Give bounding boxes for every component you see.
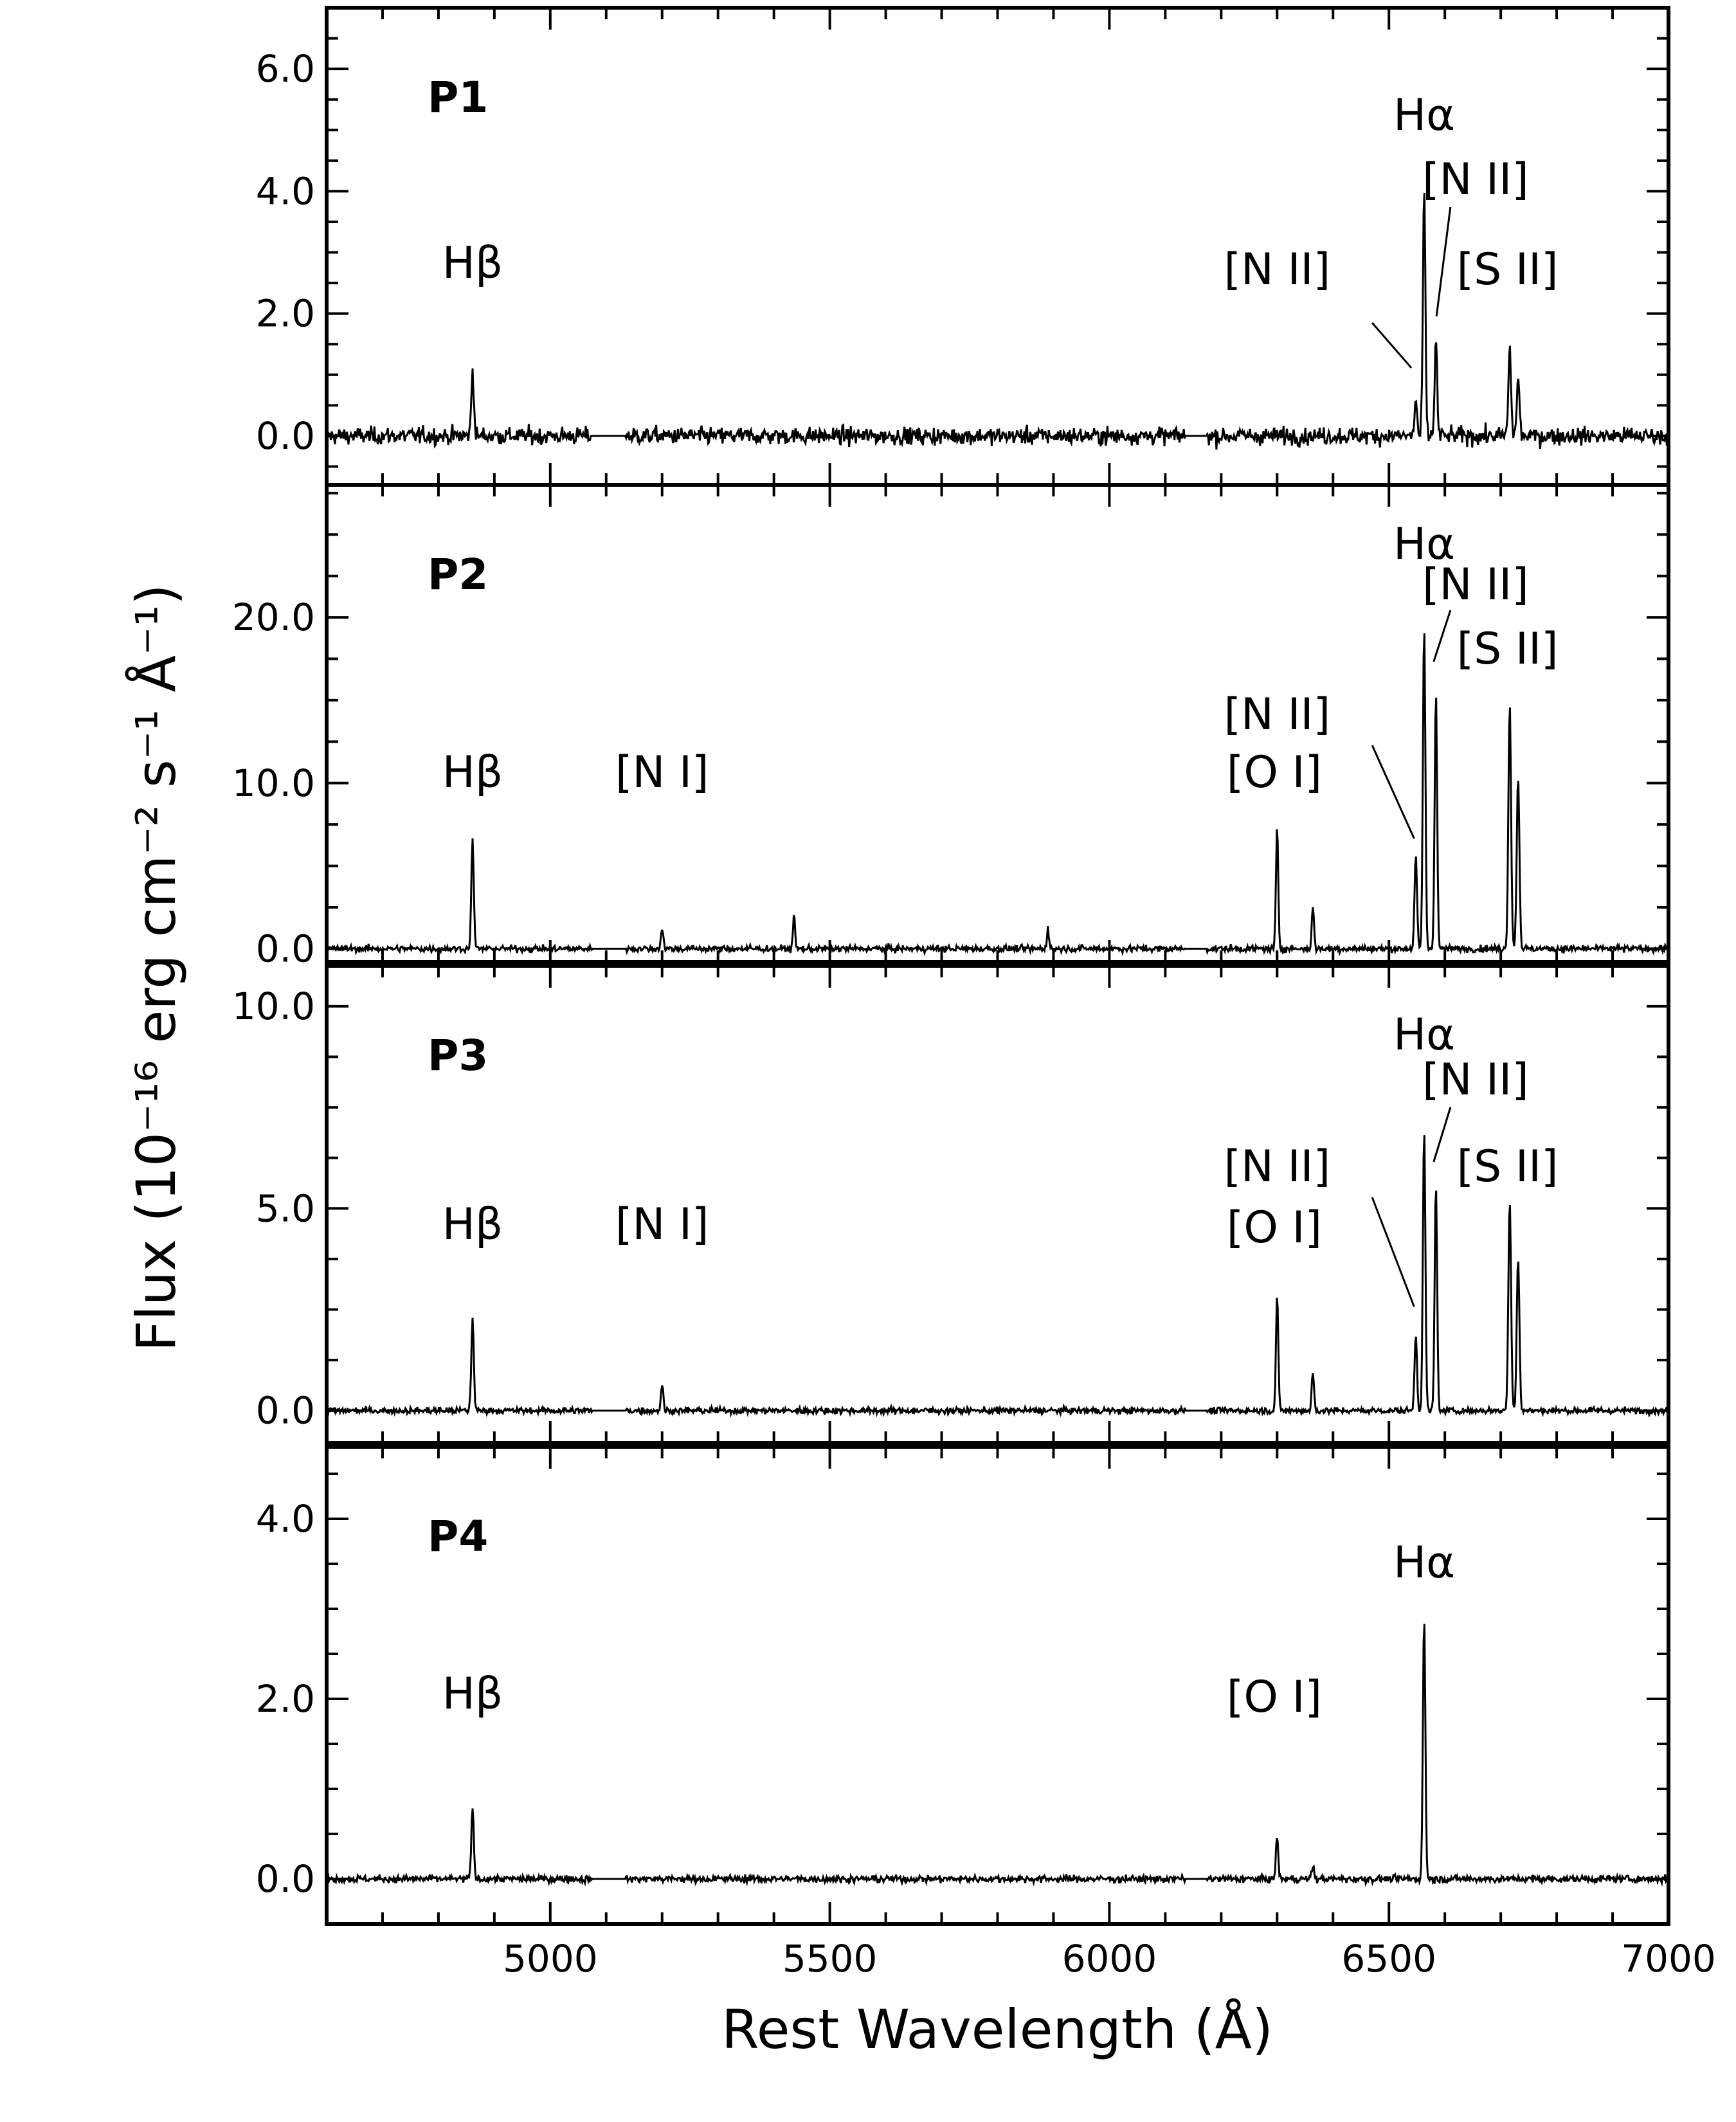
x-tick-label: 5000 xyxy=(503,1937,598,1981)
annotation-leader xyxy=(1371,1197,1415,1307)
spectrum-line-p1 xyxy=(325,192,1670,450)
panel-label: P2 xyxy=(428,550,488,599)
line-label: [N II] xyxy=(1422,1055,1529,1105)
panel-label: P4 xyxy=(428,1512,488,1561)
panel-frame xyxy=(325,1445,1670,1926)
line-label: Hβ xyxy=(442,1199,503,1250)
line-label: Hα xyxy=(1393,1010,1455,1060)
line-label: [N I] xyxy=(615,747,709,798)
y-tick-label: 6.0 xyxy=(256,47,315,91)
line-label: [N II] xyxy=(1224,244,1330,295)
line-label: Hβ xyxy=(442,1669,503,1719)
line-label: [S II] xyxy=(1457,244,1559,295)
x-tick-label: 5500 xyxy=(782,1937,878,1981)
x-tick-label: 6500 xyxy=(1341,1937,1436,1981)
line-label: [S II] xyxy=(1457,1141,1559,1192)
line-label: [N II] xyxy=(1224,689,1330,740)
y-tick-label: 0.0 xyxy=(256,1857,315,1901)
y-tick-label: 2.0 xyxy=(256,292,315,336)
y-tick-label: 10.0 xyxy=(232,761,315,805)
line-label: Hα xyxy=(1393,1537,1455,1588)
y-tick-label: 0.0 xyxy=(256,1389,315,1433)
panel-label: P1 xyxy=(428,73,488,122)
line-label: [N I] xyxy=(615,1199,709,1250)
line-label: [S II] xyxy=(1457,624,1559,675)
annotation-leader xyxy=(1433,610,1452,662)
y-tick-label: 20.0 xyxy=(232,595,315,639)
panel-label: P3 xyxy=(428,1031,488,1080)
y-tick-label: 2.0 xyxy=(256,1677,315,1721)
panel-frame xyxy=(325,483,1670,964)
line-label: [O I] xyxy=(1227,1202,1322,1253)
line-label: Hβ xyxy=(442,238,503,289)
annotation-leader xyxy=(1371,322,1413,368)
y-tick-label: 10.0 xyxy=(232,984,315,1028)
line-label: Hα xyxy=(1393,519,1455,570)
annotation-leader xyxy=(1433,1107,1452,1163)
annotation-leader xyxy=(1435,206,1452,317)
x-tick-label: 7000 xyxy=(1621,1937,1716,1981)
line-label: [O I] xyxy=(1227,747,1322,798)
x-axis-title: Rest Wavelength (Å) xyxy=(721,1997,1273,2061)
y-axis-title: Flux (10⁻¹⁶ erg cm⁻² s⁻¹ Å⁻¹) xyxy=(124,584,188,1352)
line-label: [N II] xyxy=(1224,1141,1330,1192)
line-label: Hβ xyxy=(442,747,503,798)
y-tick-label: 5.0 xyxy=(256,1186,315,1230)
spectrum-line-p2 xyxy=(326,633,1670,957)
panel-p4: 0.0 2.0 4.0 P4 Hβ [O I] Hα xyxy=(256,1445,1670,1926)
panel-p1: 0.0 2.0 4.0 6.0 P1 Hβ Hα [N II] [N II] [S II] xyxy=(256,6,1670,487)
y-tick-label: 4.0 xyxy=(256,169,315,213)
y-tick-label: 0.0 xyxy=(256,927,315,970)
line-label: [N II] xyxy=(1422,559,1529,610)
annotation-leader xyxy=(1371,745,1415,839)
line-label: Hα xyxy=(1393,90,1455,141)
line-label: [N II] xyxy=(1422,154,1529,205)
spectrum-line-p4 xyxy=(325,1624,1670,1887)
panel-frame xyxy=(325,964,1670,1445)
x-tick-label: 6000 xyxy=(1062,1937,1157,1981)
y-tick-label: 0.0 xyxy=(256,414,315,458)
line-label: [O I] xyxy=(1227,1672,1322,1723)
y-tick-label: 4.0 xyxy=(256,1497,315,1541)
spectrum-line-p3 xyxy=(325,1135,1670,1418)
x-axis: 5000 5500 6000 6500 7000 xyxy=(503,1937,1716,1981)
